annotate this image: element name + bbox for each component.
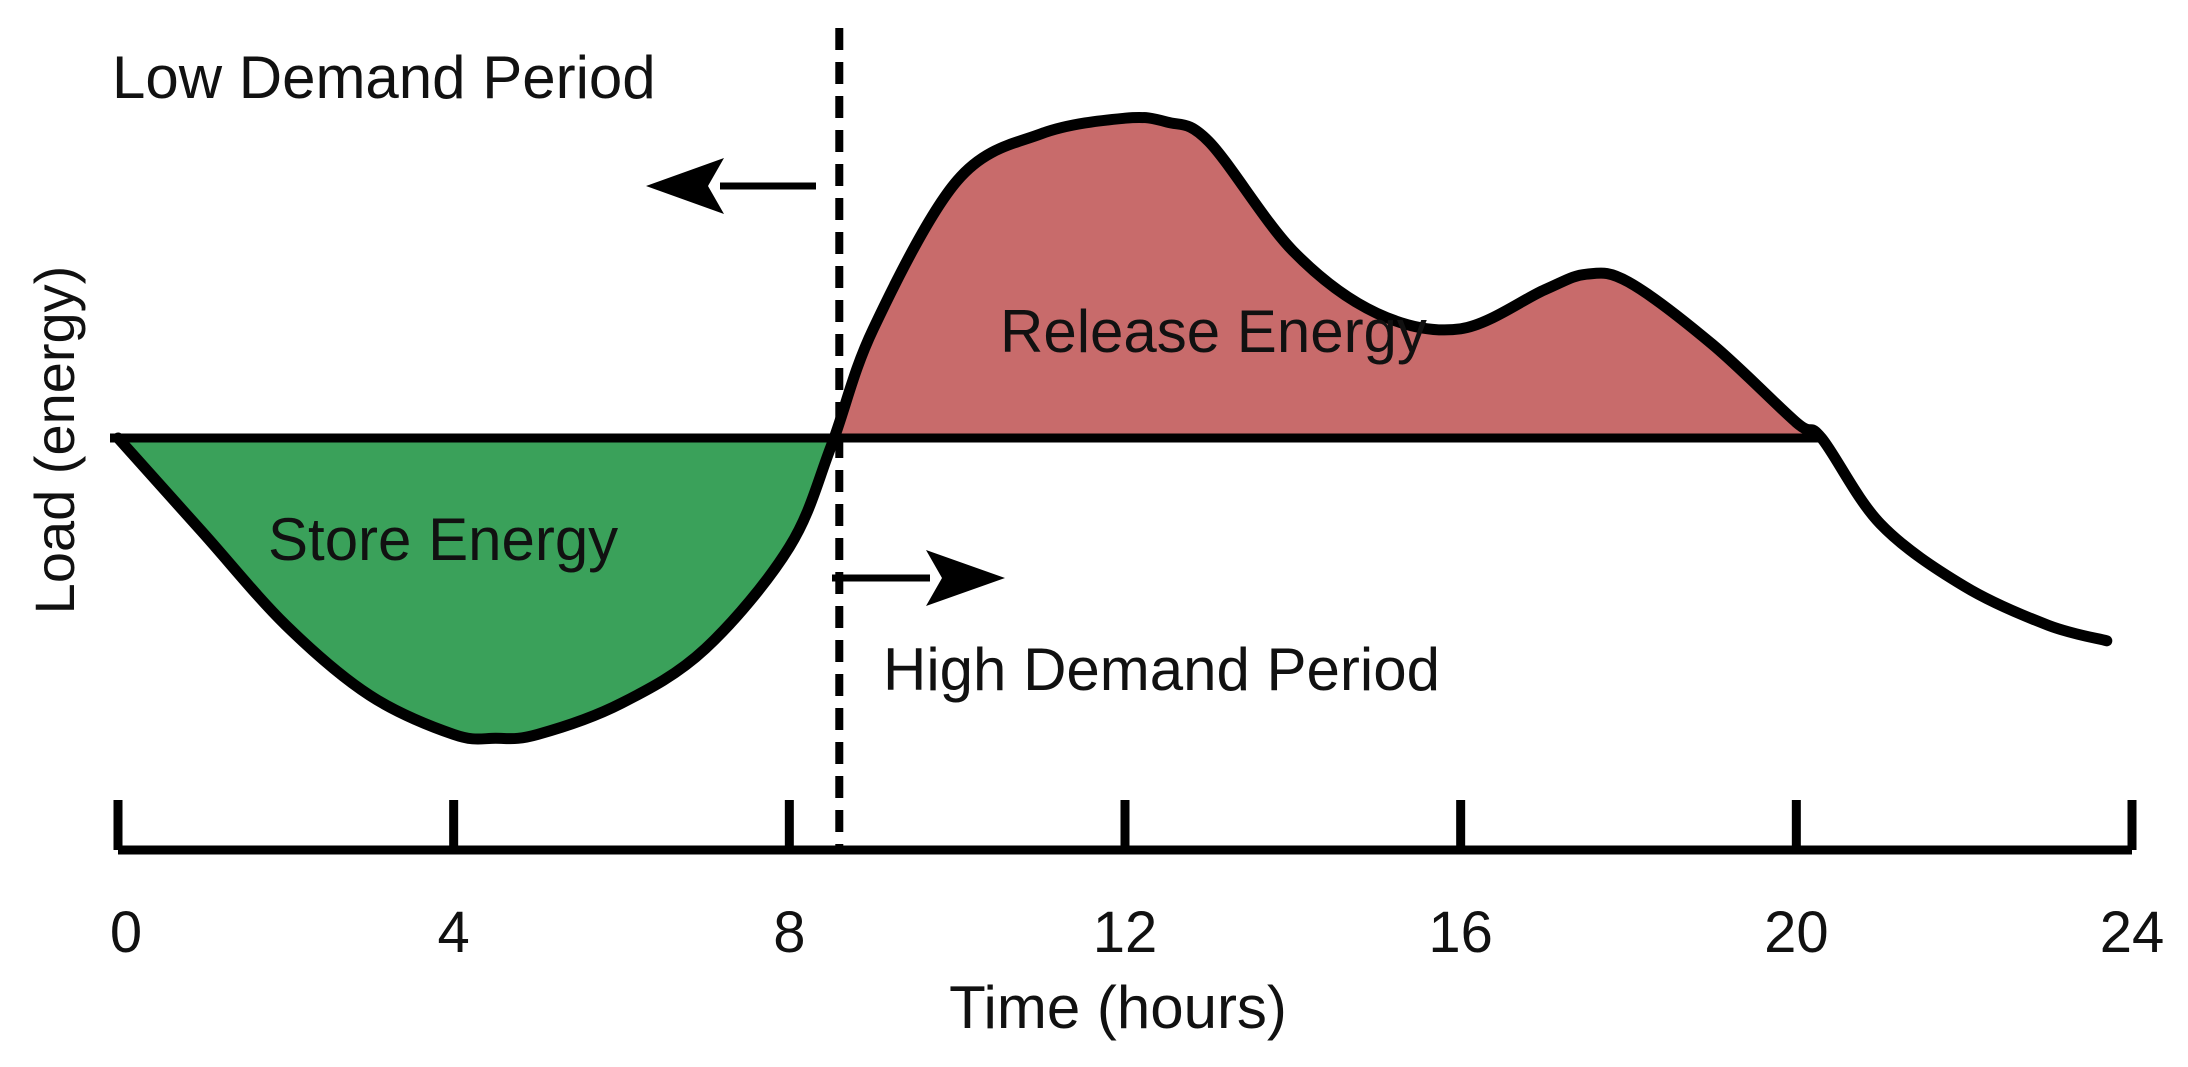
load-curve-line [112,111,2113,745]
left-arrow-icon [646,158,816,214]
x-tick-label: 12 [1093,900,1158,965]
x-tick-label: 8 [773,900,805,965]
release-energy-label: Release Energy [1000,298,1427,365]
high-demand-label: High Demand Period [883,636,1440,703]
x-tick-label: 24 [2100,900,2165,965]
x-axis [113,800,2137,855]
store-energy-label: Store Energy [268,506,618,573]
x-axis-title: Time (hours) [949,974,1287,1041]
y-axis-title: Load (energy) [23,266,86,615]
low-demand-label: Low Demand Period [112,44,656,111]
x-tick-label: 16 [1428,900,1493,965]
right-arrow-icon [832,550,1005,606]
x-tick-label: 4 [438,900,470,965]
store-energy-area [118,438,832,740]
x-tick-labels: 0 4 8 12 16 20 24 [110,900,2164,965]
x-tick-label: 20 [1764,900,1829,965]
release-energy-area [831,117,1822,438]
x-tick-label: 0 [110,900,142,965]
